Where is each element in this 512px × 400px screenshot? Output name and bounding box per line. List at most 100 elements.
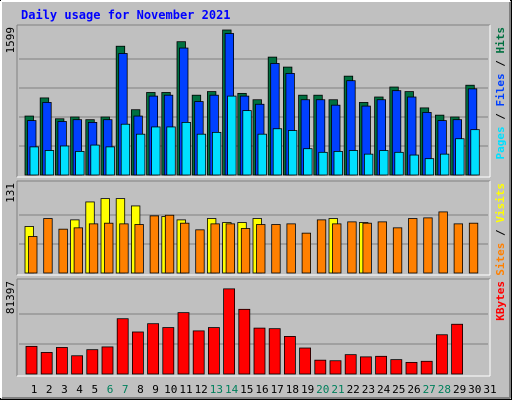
legend-pages: Pages bbox=[494, 126, 507, 159]
bar-pages-day-26 bbox=[409, 154, 419, 176]
bar-pages-day-27 bbox=[424, 158, 435, 176]
day-label-7: 7 bbox=[122, 383, 129, 396]
bar-pages-day-17 bbox=[272, 128, 283, 176]
bar-sites-day-2 bbox=[43, 218, 53, 274]
day-label-28: 28 bbox=[438, 383, 451, 396]
series-legend: KBytes bbox=[494, 281, 507, 321]
bar-kbytes-day-7 bbox=[116, 318, 129, 375]
day-label-20: 20 bbox=[316, 383, 329, 396]
bar-sites-day-29 bbox=[453, 223, 464, 274]
bar-pages-day-7 bbox=[120, 123, 131, 176]
day-label-26: 26 bbox=[407, 383, 420, 396]
bar-kbytes-day-8 bbox=[131, 331, 144, 375]
bar-kbytes-day-25 bbox=[390, 359, 403, 375]
bar-sites-day-19 bbox=[301, 232, 312, 274]
bar-kbytes-day-13 bbox=[207, 327, 220, 375]
bar-sites-day-12 bbox=[195, 229, 205, 274]
bar-pages-day-14 bbox=[227, 95, 237, 176]
bar-pages-day-8 bbox=[135, 133, 146, 176]
bar-sites-day-3 bbox=[58, 228, 68, 274]
bar-pages-day-15 bbox=[242, 110, 252, 176]
day-label-8: 8 bbox=[137, 383, 144, 396]
bar-kbytes-day-3 bbox=[56, 347, 68, 375]
bar-sites-day-20 bbox=[316, 219, 327, 274]
day-label-24: 24 bbox=[377, 383, 391, 396]
bar-kbytes-day-28 bbox=[435, 334, 448, 375]
bar-kbytes-day-12 bbox=[192, 330, 205, 375]
day-label-23: 23 bbox=[362, 383, 375, 396]
bar-kbytes-day-4 bbox=[71, 355, 83, 375]
bar-pages-day-24 bbox=[379, 150, 389, 176]
bar-pages-day-1 bbox=[29, 146, 39, 176]
bar-sites-day-6 bbox=[104, 222, 114, 274]
bar-kbytes-day-27 bbox=[420, 360, 433, 375]
day-label-18: 18 bbox=[286, 383, 299, 396]
day-label-31: 31 bbox=[483, 383, 496, 396]
bar-kbytes-day-26 bbox=[405, 361, 418, 375]
bar-pages-day-18 bbox=[287, 130, 298, 176]
day-label-13: 13 bbox=[210, 383, 223, 396]
bar-pages-day-29 bbox=[455, 138, 465, 176]
max-value-label: 1599 bbox=[4, 27, 17, 54]
bar-sites-day-24 bbox=[377, 221, 388, 274]
panel-visits-sites: 131 Sites / Visits bbox=[4, 180, 507, 276]
bar-sites-day-13 bbox=[210, 223, 220, 274]
bar-sites-day-21 bbox=[332, 223, 342, 274]
day-label-15: 15 bbox=[240, 383, 253, 396]
bar-sites-day-10 bbox=[164, 214, 175, 274]
bar-sites-day-26 bbox=[408, 218, 418, 274]
day-label-12: 12 bbox=[195, 383, 208, 396]
bar-kbytes-day-11 bbox=[177, 312, 190, 375]
panel-kbytes: 81397 KBytes bbox=[4, 278, 507, 377]
day-label-5: 5 bbox=[91, 383, 98, 396]
legend-hits: Hits bbox=[494, 27, 507, 54]
bar-sites-day-11 bbox=[180, 222, 190, 274]
bar-sites-day-5 bbox=[88, 223, 99, 274]
bar-kbytes-day-23 bbox=[359, 356, 372, 375]
bar-sites-day-16 bbox=[256, 224, 266, 274]
bar-kbytes-day-16 bbox=[253, 327, 266, 375]
bar-pages-day-16 bbox=[257, 133, 267, 176]
bar-kbytes-day-24 bbox=[375, 355, 388, 375]
day-label-3: 3 bbox=[61, 383, 68, 396]
day-label-1: 1 bbox=[31, 383, 38, 396]
bar-pages-day-13 bbox=[211, 131, 222, 176]
bar-kbytes-day-29 bbox=[451, 323, 464, 375]
bar-pages-day-23 bbox=[363, 153, 374, 176]
bar-pages-day-11 bbox=[181, 122, 191, 176]
bar-sites-day-17 bbox=[271, 224, 281, 274]
bar-kbytes-day-18 bbox=[283, 336, 296, 375]
bar-sites-day-8 bbox=[134, 224, 144, 274]
day-label-11: 11 bbox=[179, 383, 192, 396]
bar-sites-day-9 bbox=[149, 215, 160, 274]
bar-pages-day-3 bbox=[60, 145, 70, 176]
bar-pages-day-25 bbox=[394, 151, 404, 176]
bar-sites-day-4 bbox=[73, 227, 83, 274]
bar-kbytes-day-21 bbox=[329, 360, 342, 375]
day-label-21: 21 bbox=[331, 383, 344, 396]
day-label-22: 22 bbox=[347, 383, 360, 396]
bar-pages-day-30 bbox=[470, 129, 480, 176]
legend-visits: Visits bbox=[494, 183, 507, 223]
chart-title: Daily usage for November 2021 bbox=[21, 8, 231, 22]
bar-kbytes-day-22 bbox=[344, 354, 357, 375]
bar-pages-day-6 bbox=[105, 146, 115, 176]
bar-sites-day-28 bbox=[438, 211, 448, 274]
bar-kbytes-day-6 bbox=[101, 346, 114, 375]
bar-pages-day-12 bbox=[196, 133, 207, 176]
bar-kbytes-day-19 bbox=[299, 347, 312, 375]
day-label-29: 29 bbox=[453, 383, 466, 396]
day-label-2: 2 bbox=[46, 383, 53, 396]
bar-pages-day-9 bbox=[151, 126, 161, 176]
day-label-16: 16 bbox=[255, 383, 268, 396]
bar-pages-day-5 bbox=[90, 144, 100, 176]
legend-files: Files bbox=[494, 73, 507, 106]
bar-sites-day-25 bbox=[392, 227, 403, 274]
day-label-27: 27 bbox=[423, 383, 436, 396]
legend-kbytes: KBytes bbox=[494, 281, 507, 321]
bar-kbytes-day-5 bbox=[86, 349, 99, 375]
panel-hits-files-pages: 1599 Pages / Files / Hits bbox=[4, 24, 507, 178]
bar-pages-day-4 bbox=[75, 151, 85, 176]
